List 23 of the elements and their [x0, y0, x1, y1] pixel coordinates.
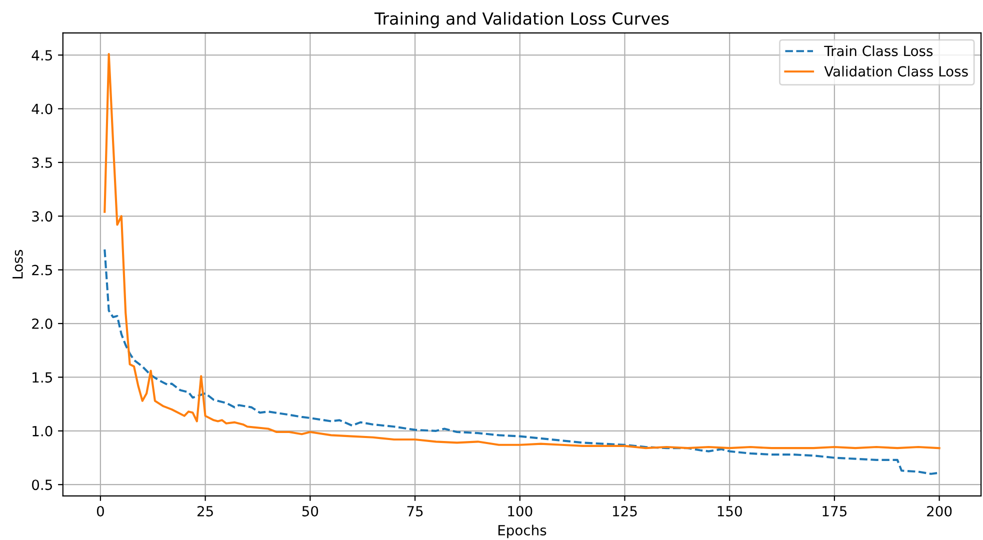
x-tick-label: 0	[96, 506, 104, 516]
x-tick-label: 75	[407, 506, 423, 516]
x-tick-label: 50	[302, 506, 318, 516]
y-tick-label: 2.0	[32, 318, 52, 329]
y-tick-label: 2.5	[32, 264, 52, 276]
y-tick-label: 3.0	[32, 211, 52, 222]
x-axis-title: Epochs	[498, 524, 546, 538]
legend-label: Train Class Loss	[824, 45, 933, 56]
y-tick-label: 3.5	[32, 157, 52, 168]
x-tick-label: 100	[508, 506, 532, 516]
legend-label: Validation Class Loss	[824, 66, 968, 77]
x-tick-label: 25	[197, 506, 213, 516]
y-tick-label: 1.5	[32, 372, 52, 383]
chart-title: Training and Validation Loss Curves	[374, 12, 669, 28]
x-tick-label: 150	[718, 506, 742, 516]
x-tick-label: 125	[613, 506, 637, 516]
y-tick-label: 4.5	[32, 50, 52, 61]
y-tick-label: 0.5	[32, 480, 52, 490]
x-tick-label: 200	[927, 506, 952, 516]
y-axis-title: Loss	[12, 250, 23, 278]
y-tick-label: 1.0	[32, 426, 52, 436]
x-tick-label: 175	[822, 506, 846, 516]
y-tick-label: 4.0	[32, 104, 52, 114]
